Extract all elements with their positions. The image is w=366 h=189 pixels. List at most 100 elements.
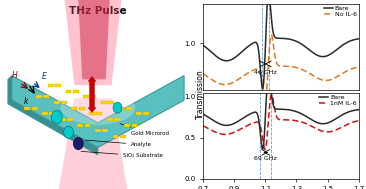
Bare — [228, 124, 233, 126]
1nM IL-6 — [318, 129, 323, 132]
Bare — [318, 122, 323, 125]
Text: THz Pulse: THz Pulse — [69, 6, 127, 16]
FancyArrow shape — [88, 94, 96, 112]
Bare — [260, 88, 265, 90]
Text: Gold Microrod: Gold Microrod — [120, 124, 169, 136]
Line: Bare: Bare — [203, 74, 359, 149]
Bar — [114, 118, 120, 121]
1nM IL-6 — [293, 119, 298, 122]
Line: Bare: Bare — [203, 0, 359, 89]
Bar — [143, 112, 149, 115]
Bar — [124, 124, 130, 127]
Bare — [356, 108, 361, 111]
FancyArrow shape — [88, 77, 96, 94]
Bar — [95, 129, 101, 132]
No IL-6 — [263, 102, 267, 104]
Polygon shape — [59, 98, 127, 189]
Bar — [96, 112, 102, 115]
Bare — [356, 38, 361, 40]
Bar — [66, 90, 71, 93]
Line: 1nM IL-6: 1nM IL-6 — [203, 94, 359, 149]
Bare — [260, 148, 265, 150]
Text: 69 GHz: 69 GHz — [254, 156, 277, 161]
Bare — [266, 73, 271, 75]
Bare — [305, 47, 310, 50]
1nM IL-6 — [272, 104, 276, 106]
Bare — [272, 34, 276, 37]
No IL-6 — [269, 34, 274, 36]
Bar — [79, 107, 85, 110]
Ellipse shape — [74, 138, 83, 150]
Bar — [49, 112, 55, 115]
No IL-6 — [293, 66, 298, 69]
Bar — [67, 118, 73, 121]
No IL-6 — [305, 71, 310, 73]
Bar — [42, 112, 48, 115]
Bare — [272, 106, 276, 108]
Bare — [228, 59, 233, 61]
Bar — [120, 135, 126, 138]
Bar — [32, 107, 38, 110]
Bar — [101, 101, 107, 104]
Legend: Bare, No IL-6: Bare, No IL-6 — [323, 5, 358, 18]
No IL-6 — [228, 82, 233, 85]
Bare — [201, 113, 205, 115]
Bar — [54, 101, 60, 104]
Bare — [241, 117, 245, 119]
1nM IL-6 — [356, 120, 361, 122]
Bar — [108, 101, 114, 104]
Bar — [85, 124, 90, 127]
Bar — [73, 90, 79, 93]
Text: 46 GHz: 46 GHz — [254, 70, 277, 75]
Bar — [90, 95, 96, 98]
No IL-6 — [272, 49, 276, 51]
Ellipse shape — [64, 126, 74, 138]
No IL-6 — [241, 75, 245, 77]
No IL-6 — [318, 78, 323, 81]
Text: k: k — [24, 97, 28, 106]
Text: E: E — [42, 72, 46, 81]
Bar — [102, 129, 108, 132]
Bare — [318, 55, 323, 57]
Bar — [113, 135, 119, 138]
Bare — [241, 50, 245, 52]
Bare — [305, 116, 310, 118]
1nM IL-6 — [228, 132, 233, 135]
No IL-6 — [201, 73, 205, 75]
Bar — [126, 107, 132, 110]
1nM IL-6 — [269, 93, 274, 96]
Bar — [71, 107, 77, 110]
Text: SiO₂ Substrate: SiO₂ Substrate — [81, 151, 163, 158]
Bar — [25, 107, 30, 110]
Bar — [89, 112, 95, 115]
Legend: Bare, 1nM IL-6: Bare, 1nM IL-6 — [318, 94, 358, 107]
Bare — [293, 40, 298, 42]
Bar — [36, 95, 42, 98]
Bare — [201, 44, 205, 46]
Bar — [48, 84, 54, 87]
Ellipse shape — [51, 111, 62, 124]
Bar — [83, 95, 89, 98]
Ellipse shape — [61, 91, 135, 125]
Text: Transmission: Transmission — [196, 70, 205, 119]
Polygon shape — [8, 76, 12, 104]
Line: No IL-6: No IL-6 — [203, 35, 359, 103]
1nM IL-6 — [263, 148, 267, 150]
Bar — [44, 95, 49, 98]
Bare — [293, 110, 298, 112]
Polygon shape — [78, 0, 110, 79]
Text: H: H — [12, 71, 18, 80]
Bar — [77, 124, 83, 127]
Bar — [60, 118, 66, 121]
Bar — [61, 101, 67, 104]
No IL-6 — [356, 66, 361, 68]
Bar — [132, 124, 138, 127]
Bar — [55, 84, 61, 87]
Polygon shape — [8, 100, 98, 155]
Polygon shape — [65, 0, 122, 85]
1nM IL-6 — [241, 126, 245, 129]
Bar — [119, 107, 124, 110]
Polygon shape — [12, 76, 184, 147]
Bar — [107, 118, 113, 121]
Bar — [136, 112, 142, 115]
